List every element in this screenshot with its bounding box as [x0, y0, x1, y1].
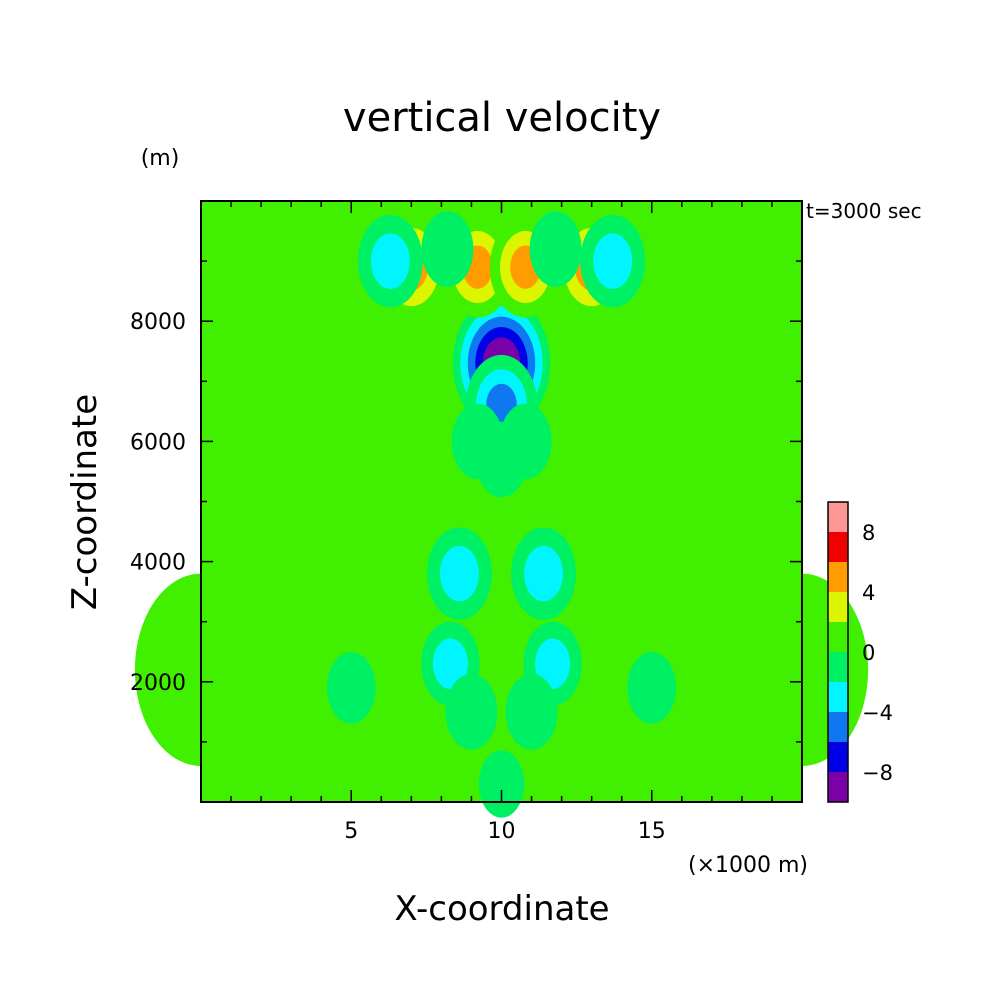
contour-band: [339, 309, 484, 514]
contour-feature: [426, 527, 492, 620]
contour-band: [582, 730, 632, 802]
contour-feature: [499, 403, 552, 480]
y-axis-label: Z-coordinate: [65, 394, 105, 610]
colorbar-swatch: [828, 622, 848, 652]
colorbar: −8 −4 0 4 8: [827, 501, 893, 803]
y-tick-labels: 2000 4000 6000 8000: [130, 310, 186, 696]
contour-band: [535, 638, 571, 690]
contour-feature: [511, 527, 577, 620]
y-tick-label: 8000: [130, 310, 186, 335]
x-tick-labels: 5 10 15: [344, 819, 666, 844]
contour-band: [593, 233, 633, 289]
chart-title: vertical velocity: [343, 95, 661, 141]
colorbar-swatch: [828, 772, 848, 802]
colorbar-swatch: [828, 682, 848, 712]
colorbar-tick-label: −8: [862, 761, 893, 785]
x-tick-label: 15: [638, 819, 666, 844]
contour-feature: [339, 309, 484, 514]
contour-feature: [451, 403, 504, 480]
colorbar-swatch: [828, 652, 848, 682]
contour-feature: [505, 673, 558, 750]
colorbar-swatch: [828, 592, 848, 622]
colorbar-swatch: [828, 742, 848, 772]
colorbar-tick-label: 4: [862, 581, 875, 605]
contour-band: [478, 750, 525, 818]
contour-band: [421, 211, 474, 287]
contour-feature: [478, 750, 525, 818]
contour-band: [499, 403, 552, 480]
contour-band: [505, 673, 558, 750]
y-tick-label: 2000: [130, 671, 186, 696]
contour-band: [529, 211, 582, 287]
colorbar-frame: [827, 501, 849, 803]
contour-band: [370, 233, 410, 289]
contour-band: [371, 730, 421, 802]
contour-band: [627, 652, 677, 724]
contour-feature: [627, 652, 677, 724]
contour-band: [445, 673, 498, 750]
contour-feature: [357, 214, 423, 308]
contour-feature: [582, 730, 632, 802]
contour-band: [432, 638, 468, 690]
contour-band: [451, 403, 504, 480]
colorbar-tick-label: −4: [862, 701, 893, 725]
contour-feature: [519, 309, 664, 514]
colorbar-swatch: [828, 562, 848, 592]
y-tick-label: 6000: [130, 430, 186, 455]
colorbar-swatch: [828, 502, 848, 532]
axis-ticks: [201, 201, 802, 802]
contour-band: [439, 545, 479, 602]
contour-band: [326, 652, 376, 724]
contour-feature: [421, 211, 474, 287]
contour-plot: [134, 201, 869, 818]
contour-feature: [445, 673, 498, 750]
x-tick-label: 5: [344, 819, 358, 844]
x-unit-label: (×1000 m): [688, 853, 808, 878]
contour-feature: [326, 652, 376, 724]
x-axis-label: X-coordinate: [394, 889, 609, 929]
time-label: t=3000 sec: [806, 199, 922, 223]
colorbar-swatch: [828, 712, 848, 742]
contour-feature: [580, 214, 646, 308]
y-tick-label: 4000: [130, 551, 186, 576]
contour-feature: [371, 730, 421, 802]
x-tick-label: 10: [488, 819, 516, 844]
contour-feature: [529, 211, 582, 287]
contour-band: [519, 309, 664, 514]
contour-band: [524, 545, 564, 602]
colorbar-tick-label: 8: [862, 521, 875, 545]
colorbar-tick-label: 0: [862, 641, 875, 665]
colorbar-swatch: [828, 532, 848, 562]
y-unit-label: (m): [141, 146, 180, 171]
